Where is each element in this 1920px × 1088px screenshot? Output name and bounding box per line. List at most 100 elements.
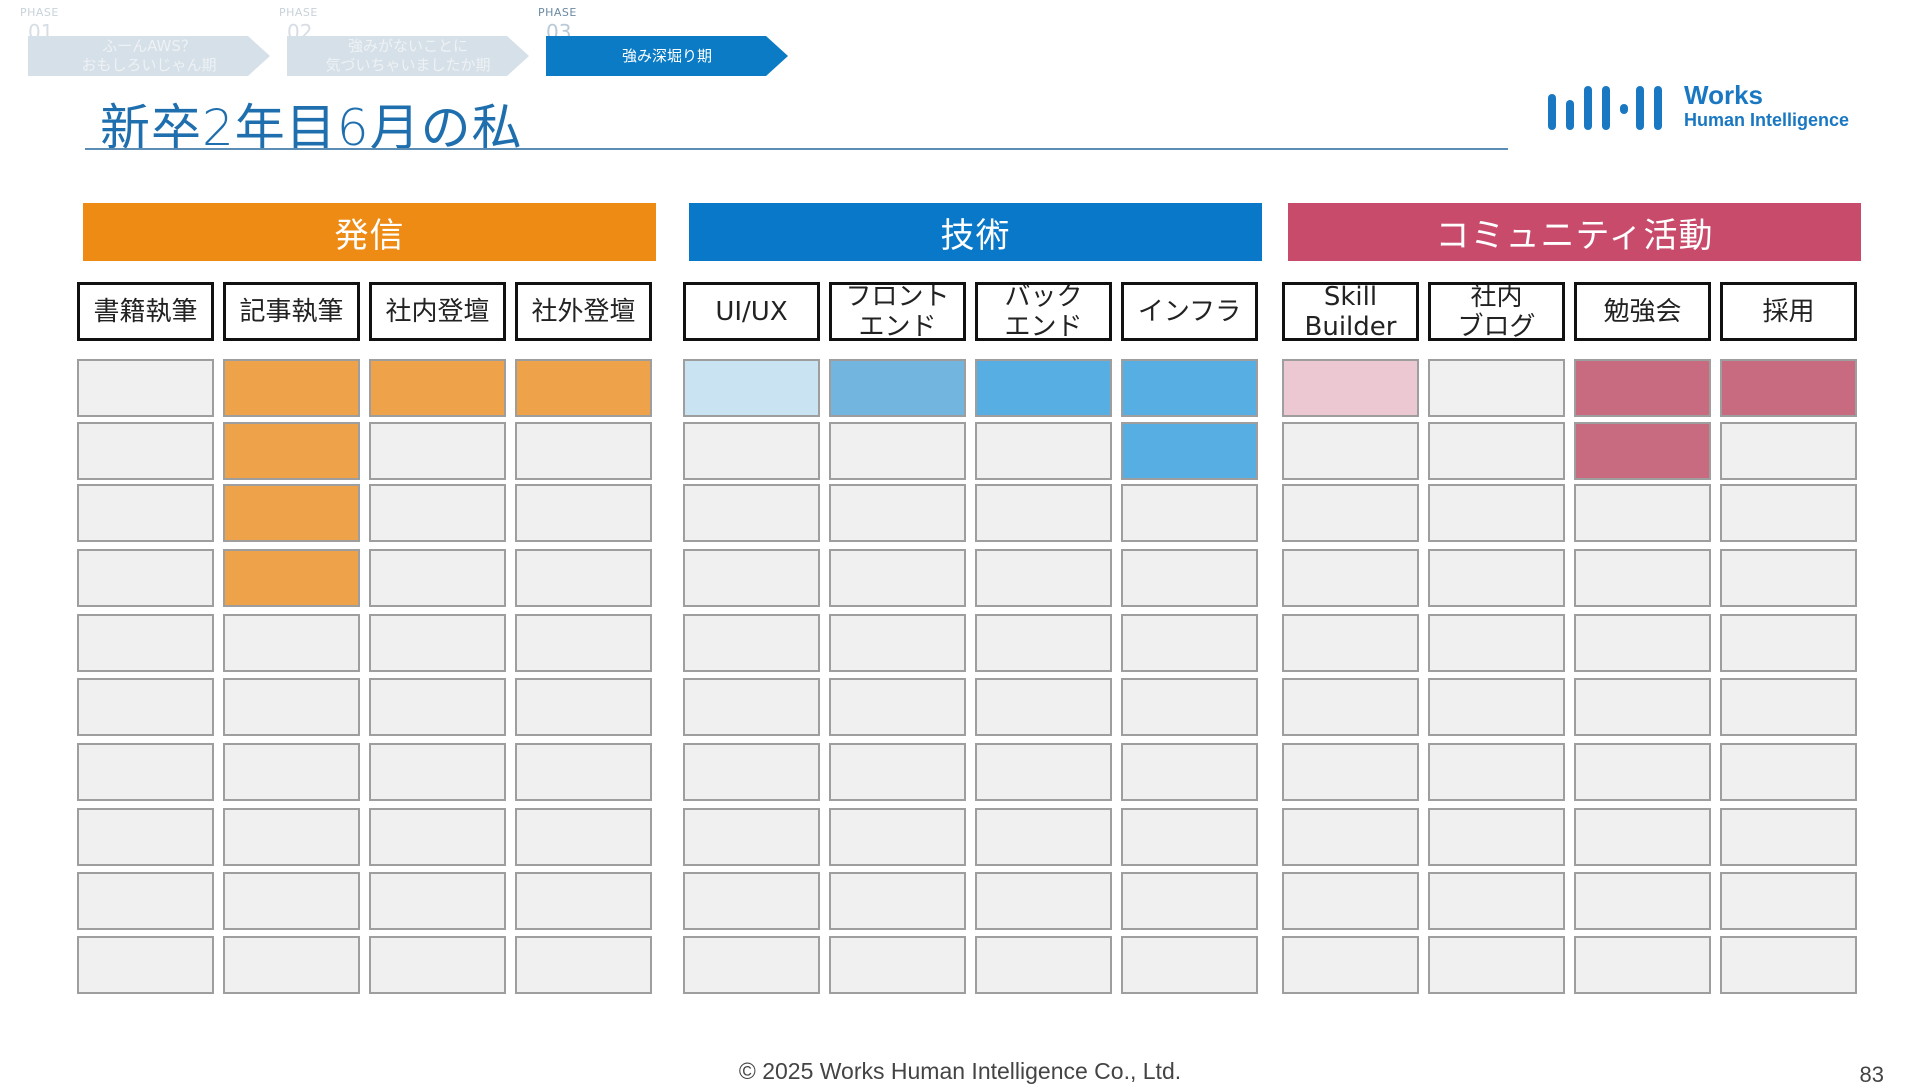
matrix-cell bbox=[515, 872, 652, 930]
matrix-cell bbox=[1282, 872, 1419, 930]
matrix-cell bbox=[1574, 872, 1711, 930]
page-number: 83 bbox=[1859, 1062, 1884, 1087]
matrix-cell bbox=[223, 359, 360, 417]
matrix-cell bbox=[1428, 808, 1565, 866]
matrix-cell bbox=[1428, 678, 1565, 736]
matrix-cell bbox=[515, 422, 652, 480]
matrix-cell bbox=[369, 743, 506, 801]
matrix-cell bbox=[369, 808, 506, 866]
matrix-cell bbox=[683, 678, 820, 736]
matrix-cell bbox=[77, 359, 214, 417]
matrix-cell bbox=[1574, 678, 1711, 736]
column-header: 社外登壇 bbox=[515, 282, 652, 341]
matrix-cell bbox=[369, 422, 506, 480]
matrix-cell bbox=[77, 743, 214, 801]
matrix-cell bbox=[515, 936, 652, 994]
matrix-cell bbox=[1574, 614, 1711, 672]
matrix-cell bbox=[829, 743, 966, 801]
matrix-cell bbox=[515, 743, 652, 801]
matrix-cell bbox=[369, 936, 506, 994]
matrix-cell bbox=[1121, 678, 1258, 736]
matrix-cell bbox=[515, 808, 652, 866]
matrix-cell bbox=[1720, 484, 1857, 542]
matrix-cell bbox=[829, 872, 966, 930]
matrix-cell bbox=[369, 359, 506, 417]
matrix-cell bbox=[223, 614, 360, 672]
matrix-cell bbox=[515, 484, 652, 542]
matrix-cell bbox=[829, 808, 966, 866]
matrix-cell bbox=[1282, 422, 1419, 480]
logo-bars-icon bbox=[1548, 86, 1662, 130]
logo-text-works: Works bbox=[1684, 80, 1763, 110]
matrix-cell bbox=[77, 549, 214, 607]
column-header: 社内 ブログ bbox=[1428, 282, 1565, 341]
phase-3-label: 強み深堀り期 bbox=[546, 36, 788, 76]
matrix-cell bbox=[683, 743, 820, 801]
category-header-2: コミュニティ活動 bbox=[1288, 203, 1861, 261]
matrix-cell bbox=[829, 359, 966, 417]
matrix-cell bbox=[77, 484, 214, 542]
matrix-cell bbox=[975, 743, 1112, 801]
matrix-cell bbox=[1720, 422, 1857, 480]
matrix-cell bbox=[683, 614, 820, 672]
phase-3-tag: PHASE bbox=[538, 6, 577, 19]
column-header: 勉強会 bbox=[1574, 282, 1711, 341]
matrix-cell bbox=[975, 614, 1112, 672]
matrix-cell bbox=[1428, 422, 1565, 480]
matrix-cell bbox=[975, 808, 1112, 866]
matrix-cell bbox=[1720, 936, 1857, 994]
matrix-cell bbox=[1121, 936, 1258, 994]
matrix-cell bbox=[223, 936, 360, 994]
matrix-cell bbox=[1282, 359, 1419, 417]
matrix-cell bbox=[1282, 614, 1419, 672]
matrix-cell bbox=[683, 936, 820, 994]
matrix-cell bbox=[223, 678, 360, 736]
column-header: Skill Builder bbox=[1282, 282, 1419, 341]
matrix-cell bbox=[1428, 484, 1565, 542]
company-logo: Works Human Intelligence bbox=[1548, 80, 1868, 136]
matrix-cell bbox=[223, 872, 360, 930]
matrix-cell bbox=[683, 872, 820, 930]
matrix-cell bbox=[975, 678, 1112, 736]
matrix-cell bbox=[829, 614, 966, 672]
matrix-cell bbox=[1282, 936, 1419, 994]
matrix-cell bbox=[1428, 743, 1565, 801]
matrix-cell bbox=[975, 872, 1112, 930]
matrix-cell bbox=[1574, 484, 1711, 542]
matrix-cell bbox=[515, 549, 652, 607]
matrix-cell bbox=[975, 422, 1112, 480]
matrix-cell bbox=[1574, 808, 1711, 866]
matrix-cell bbox=[223, 743, 360, 801]
matrix-cell bbox=[1121, 549, 1258, 607]
column-header: UI/UX bbox=[683, 282, 820, 341]
matrix-cell bbox=[223, 422, 360, 480]
matrix-cell bbox=[1121, 872, 1258, 930]
matrix-cell bbox=[369, 549, 506, 607]
matrix-cell bbox=[1720, 808, 1857, 866]
matrix-cell bbox=[1428, 614, 1565, 672]
matrix-cell bbox=[1282, 484, 1419, 542]
matrix-cell bbox=[1282, 549, 1419, 607]
copyright-footer: © 2025 Works Human Intelligence Co., Ltd… bbox=[738, 1058, 1182, 1084]
matrix-cell bbox=[77, 678, 214, 736]
matrix-cell bbox=[1121, 614, 1258, 672]
phase-1-tag: PHASE bbox=[20, 6, 59, 19]
column-header: 記事執筆 bbox=[223, 282, 360, 341]
column-header: 書籍執筆 bbox=[77, 282, 214, 341]
column-header: バック エンド bbox=[975, 282, 1112, 341]
matrix-cell bbox=[829, 484, 966, 542]
matrix-cell bbox=[223, 549, 360, 607]
matrix-cell bbox=[1121, 808, 1258, 866]
matrix-cell bbox=[1121, 359, 1258, 417]
column-header: 採用 bbox=[1720, 282, 1857, 341]
matrix-cell bbox=[829, 422, 966, 480]
matrix-cell bbox=[829, 549, 966, 607]
matrix-cell bbox=[369, 872, 506, 930]
logo-text-hi: Human Intelligence bbox=[1684, 110, 1850, 130]
matrix-cell bbox=[1282, 743, 1419, 801]
page-title: 新卒2年目6月の私 bbox=[100, 99, 523, 157]
column-header: インフラ bbox=[1121, 282, 1258, 341]
matrix-cell bbox=[515, 614, 652, 672]
matrix-cell bbox=[1720, 678, 1857, 736]
phase-2-tag: PHASE bbox=[279, 6, 318, 19]
